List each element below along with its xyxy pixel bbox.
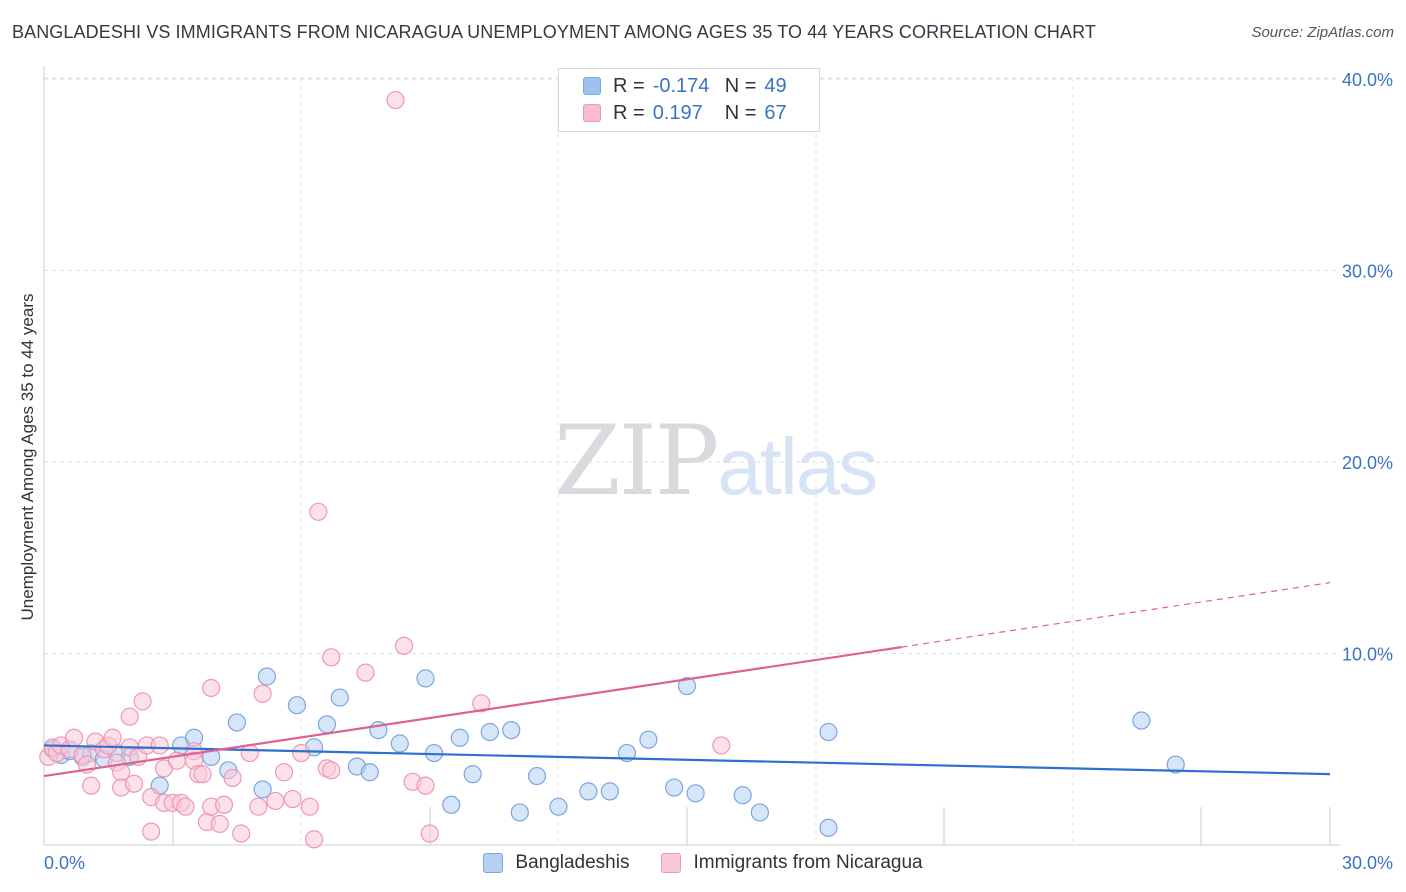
series-legend: Bangladeshis Immigrants from Nicaragua <box>0 852 1406 874</box>
legend-row-nicaragua: R = 0.197 N = 67 <box>583 100 787 126</box>
point-nicaragua <box>386 90 405 110</box>
point-nicaragua <box>472 694 491 713</box>
point-nicaragua <box>202 678 221 698</box>
point-bangladeshis <box>639 730 658 749</box>
watermark-zip: ZIP <box>554 405 719 517</box>
legend-n-value: 67 <box>764 101 787 124</box>
point-nicaragua <box>356 663 375 682</box>
y-tick-label: 10.0% <box>1342 645 1393 665</box>
point-nicaragua <box>150 736 169 755</box>
legend-n-label: N = <box>724 74 757 97</box>
point-bangladeshis <box>750 803 769 822</box>
y-tick-label: 20.0% <box>1342 453 1393 473</box>
watermark: ZIPatlas <box>554 405 878 517</box>
legend-label-nicaragua: Immigrants from Nicaragua <box>693 852 923 873</box>
point-nicaragua <box>420 824 439 843</box>
point-bangladeshis <box>330 688 349 707</box>
legend-r-value: -0.174 <box>652 74 710 97</box>
legend-label-bangladeshis: Bangladeshis <box>515 852 630 873</box>
trend-line-bangladeshis <box>43 744 1331 776</box>
point-bangladeshis <box>510 803 529 822</box>
point-bangladeshis <box>463 765 482 784</box>
point-bangladeshis <box>287 696 307 715</box>
point-nicaragua <box>214 795 234 814</box>
point-bangladeshis <box>257 667 277 686</box>
point-nicaragua <box>124 774 144 793</box>
point-bangladeshis <box>450 728 469 747</box>
point-nicaragua <box>253 684 272 703</box>
point-nicaragua <box>240 743 259 763</box>
correlation-legend: R = -0.174 N = 49 R = 0.197 N = 67 <box>558 68 820 132</box>
point-bangladeshis <box>502 720 521 740</box>
watermark-atlas: atlas <box>717 422 878 511</box>
point-nicaragua <box>394 636 414 655</box>
point-nicaragua <box>416 776 435 795</box>
point-bangladeshis <box>600 782 619 801</box>
point-nicaragua <box>283 789 302 809</box>
point-nicaragua <box>120 707 139 726</box>
point-nicaragua <box>142 822 161 841</box>
point-bangladeshis <box>677 676 697 696</box>
point-nicaragua <box>249 797 268 816</box>
point-bangladeshis <box>480 722 499 742</box>
point-bangladeshis <box>549 797 568 816</box>
point-nicaragua <box>133 692 152 711</box>
point-nicaragua <box>223 768 242 788</box>
legend-item-bangladeshis[interactable]: Bangladeshis <box>483 852 629 874</box>
point-nicaragua <box>322 761 341 780</box>
point-nicaragua <box>266 791 285 811</box>
x-tick-label: 0.0% <box>44 853 85 873</box>
point-bangladeshis <box>819 722 838 742</box>
point-bangladeshis <box>819 818 838 837</box>
y-tick-label: 40.0% <box>1342 70 1393 90</box>
legend-r-label: R = <box>613 74 645 97</box>
legend-swatch-bangladeshis <box>583 77 601 95</box>
point-nicaragua <box>292 743 311 763</box>
point-bangladeshis <box>733 786 752 805</box>
point-bangladeshis <box>317 715 337 734</box>
trend-line-nicaragua-extension <box>901 582 1331 648</box>
point-nicaragua <box>712 736 731 755</box>
source-label: Source: ZipAtlas.com <box>1251 24 1394 41</box>
point-bangladeshis <box>686 784 705 803</box>
point-bangladeshis <box>390 734 409 753</box>
point-nicaragua <box>210 814 229 834</box>
y-axis-label: Unemployment Among Ages 35 to 44 years <box>18 293 37 621</box>
point-bangladeshis <box>227 713 246 732</box>
trend-line-nicaragua <box>43 646 902 778</box>
legend-row-bangladeshis: R = -0.174 N = 49 <box>583 73 787 99</box>
point-bangladeshis <box>253 780 272 799</box>
point-bangladeshis <box>1132 711 1151 730</box>
point-nicaragua <box>232 824 251 843</box>
point-bangladeshis <box>416 669 435 688</box>
y-tick-label: 30.0% <box>1342 262 1393 282</box>
legend-r-value: 0.197 <box>652 101 703 124</box>
point-bangladeshis <box>360 763 379 782</box>
point-bangladeshis <box>665 778 684 797</box>
point-nicaragua <box>322 648 341 667</box>
point-nicaragua <box>304 830 324 849</box>
point-bangladeshis <box>579 782 598 801</box>
point-nicaragua <box>103 728 122 747</box>
point-nicaragua <box>300 797 319 816</box>
legend-n-value: 49 <box>764 74 787 97</box>
point-bangladeshis <box>527 766 547 786</box>
chart-title: BANGLADESHI VS IMMIGRANTS FROM NICARAGUA… <box>12 22 1096 42</box>
legend-swatch-nicaragua <box>661 853 682 873</box>
point-nicaragua <box>274 763 294 782</box>
legend-swatch-bangladeshis <box>483 853 504 873</box>
point-nicaragua <box>193 765 212 784</box>
legend-n-label: N = <box>724 101 757 124</box>
point-nicaragua <box>309 502 328 521</box>
legend-item-nicaragua[interactable]: Immigrants from Nicaragua <box>661 852 923 874</box>
point-nicaragua <box>64 728 84 747</box>
point-nicaragua <box>176 797 195 816</box>
point-bangladeshis <box>442 795 461 814</box>
legend-swatch-nicaragua <box>583 104 601 122</box>
point-bangladeshis <box>1166 755 1185 774</box>
x-tick-label: 30.0% <box>1342 853 1393 873</box>
legend-r-label: R = <box>613 101 645 124</box>
point-nicaragua <box>82 776 101 795</box>
